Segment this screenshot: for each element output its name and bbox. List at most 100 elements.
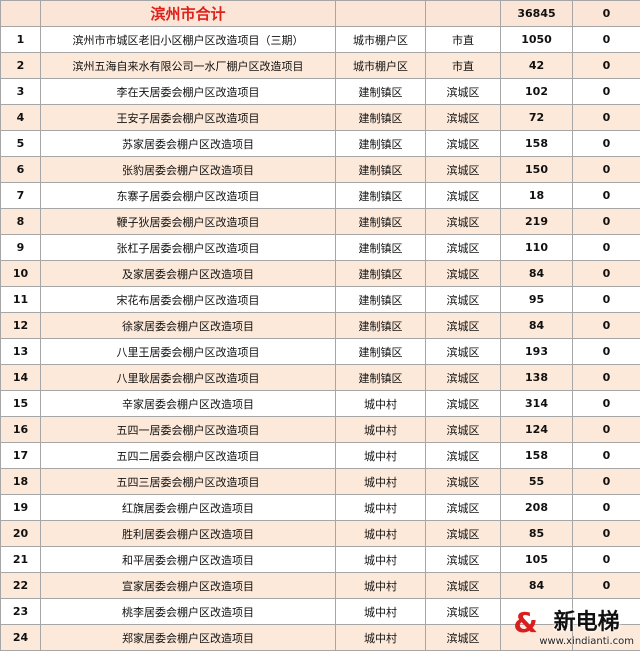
extra-count: 0 (572, 364, 640, 391)
project-type: 城中村 (335, 416, 426, 443)
watermark-url: www.xindianti.com (539, 636, 634, 647)
district: 滨城区 (425, 494, 501, 521)
table-row: 15 辛家居委会棚户区改造项目 城中村 滨城区 314 0 (0, 390, 640, 417)
household-count: 55 (500, 468, 573, 495)
cell (425, 0, 501, 27)
district: 滨城区 (425, 234, 501, 261)
table-row: 1 滨州市市城区老旧小区棚户区改造项目（三期） 城市棚户区 市直 1050 0 (0, 26, 640, 53)
household-count: 158 (500, 442, 573, 469)
table-row: 7 东寨子居委会棚户区改造项目 建制镇区 滨城区 18 0 (0, 182, 640, 209)
household-count: 95 (500, 286, 573, 313)
extra-count: 0 (572, 156, 640, 183)
project-name: 苏家居委会棚户区改造项目 (40, 130, 336, 157)
household-count: 138 (500, 364, 573, 391)
extra-count: 0 (572, 546, 640, 573)
project-name: 宋花布居委会棚户区改造项目 (40, 286, 336, 313)
district: 市直 (425, 52, 501, 79)
table-row: 4 王安子居委会棚户区改造项目 建制镇区 滨城区 72 0 (0, 104, 640, 131)
extra-count: 0 (572, 104, 640, 131)
household-count: 193 (500, 338, 573, 365)
extra-count: 0 (572, 234, 640, 261)
row-index: 15 (0, 390, 41, 417)
total-row: 滨州市合计 36845 0 (0, 0, 640, 27)
district: 滨城区 (425, 312, 501, 339)
household-count: 102 (500, 78, 573, 105)
project-type: 建制镇区 (335, 130, 426, 157)
row-index: 9 (0, 234, 41, 261)
project-name: 八里耿居委会棚户区改造项目 (40, 364, 336, 391)
row-index: 18 (0, 468, 41, 495)
extra-count: 0 (572, 520, 640, 547)
total-extra: 0 (572, 0, 640, 27)
project-name: 及家居委会棚户区改造项目 (40, 260, 336, 287)
project-type: 城中村 (335, 572, 426, 599)
table-row: 11 宋花布居委会棚户区改造项目 建制镇区 滨城区 95 0 (0, 286, 640, 313)
project-type: 建制镇区 (335, 312, 426, 339)
table-row: 9 张杠子居委会棚户区改造项目 建制镇区 滨城区 110 0 (0, 234, 640, 261)
project-type: 建制镇区 (335, 156, 426, 183)
household-count: 18 (500, 182, 573, 209)
district: 滨城区 (425, 364, 501, 391)
project-type: 城中村 (335, 390, 426, 417)
row-index: 17 (0, 442, 41, 469)
household-count: 84 (500, 572, 573, 599)
project-name: 八里王居委会棚户区改造项目 (40, 338, 336, 365)
table-row: 17 五四二居委会棚户区改造项目 城中村 滨城区 158 0 (0, 442, 640, 469)
household-count: 1050 (500, 26, 573, 53)
row-index: 1 (0, 26, 41, 53)
project-name: 鞭子狄居委会棚户区改造项目 (40, 208, 336, 235)
row-index: 24 (0, 624, 41, 651)
project-type: 建制镇区 (335, 364, 426, 391)
project-name: 红旗居委会棚户区改造项目 (40, 494, 336, 521)
extra-count: 0 (572, 130, 640, 157)
extra-count: 0 (572, 260, 640, 287)
extra-count: 0 (572, 52, 640, 79)
extra-count: 0 (572, 390, 640, 417)
table-row: 5 苏家居委会棚户区改造项目 建制镇区 滨城区 158 0 (0, 130, 640, 157)
table-row: 18 五四三居委会棚户区改造项目 城中村 滨城区 55 0 (0, 468, 640, 495)
row-index: 20 (0, 520, 41, 547)
household-count (500, 624, 573, 651)
project-name: 东寨子居委会棚户区改造项目 (40, 182, 336, 209)
table-row: 21 和平居委会棚户区改造项目 城中村 滨城区 105 0 (0, 546, 640, 573)
district: 滨城区 (425, 130, 501, 157)
row-index: 14 (0, 364, 41, 391)
table-row: 12 徐家居委会棚户区改造项目 建制镇区 滨城区 84 0 (0, 312, 640, 339)
row-index: 6 (0, 156, 41, 183)
project-name: 五四二居委会棚户区改造项目 (40, 442, 336, 469)
row-index: 8 (0, 208, 41, 235)
extra-count: 0 (572, 26, 640, 53)
table-row: 6 张豹居委会棚户区改造项目 建制镇区 滨城区 150 0 (0, 156, 640, 183)
district: 滨城区 (425, 572, 501, 599)
project-name: 滨州五海自来水有限公司一水厂棚户区改造项目 (40, 52, 336, 79)
extra-count: 0 (572, 338, 640, 365)
household-count: 219 (500, 208, 573, 235)
household-count: 84 (500, 260, 573, 287)
project-type: 城中村 (335, 442, 426, 469)
watermark-logo: & (513, 606, 538, 639)
district: 滨城区 (425, 390, 501, 417)
project-type: 城市棚户区 (335, 52, 426, 79)
household-count: 124 (500, 416, 573, 443)
household-count: 208 (500, 494, 573, 521)
household-count: 72 (500, 104, 573, 131)
household-count: 85 (500, 520, 573, 547)
cell (335, 0, 426, 27)
table-row: 24 郑家居委会棚户区改造项目 城中村 滨城区 (0, 624, 640, 651)
row-index: 5 (0, 130, 41, 157)
row-index: 7 (0, 182, 41, 209)
district: 滨城区 (425, 338, 501, 365)
project-type: 城中村 (335, 624, 426, 651)
extra-count: 0 (572, 286, 640, 313)
table-row: 10 及家居委会棚户区改造项目 建制镇区 滨城区 84 0 (0, 260, 640, 287)
district: 滨城区 (425, 78, 501, 105)
row-index: 12 (0, 312, 41, 339)
total-count: 36845 (500, 0, 573, 27)
district: 滨城区 (425, 208, 501, 235)
project-type: 建制镇区 (335, 286, 426, 313)
district: 市直 (425, 26, 501, 53)
row-index: 13 (0, 338, 41, 365)
row-index: 19 (0, 494, 41, 521)
district: 滨城区 (425, 624, 501, 651)
